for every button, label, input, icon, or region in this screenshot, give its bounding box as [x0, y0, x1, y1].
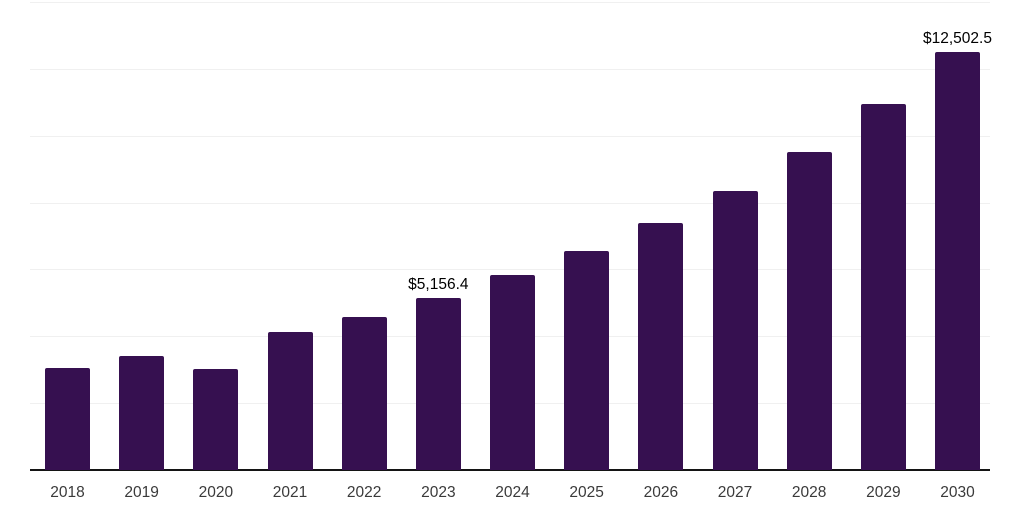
bar-2025	[564, 251, 610, 470]
x-tick-label-2029: 2029	[866, 484, 901, 501]
gridline	[30, 269, 990, 271]
bar-2018	[45, 368, 90, 470]
bar-2027	[712, 190, 758, 470]
x-tick-label-2025: 2025	[569, 484, 604, 501]
x-tick-label-2023: 2023	[421, 484, 456, 501]
x-tick-label-2021: 2021	[272, 484, 308, 501]
bar-2023	[415, 297, 461, 470]
x-tick-label-2030: 2030	[940, 484, 975, 501]
bar-2030	[935, 52, 980, 470]
data-label-2030: $12,502.5	[923, 30, 992, 48]
gridline	[30, 202, 990, 204]
x-tick-label-2024: 2024	[495, 484, 530, 501]
x-tick-label-2022: 2022	[346, 484, 382, 501]
x-tick-label-2027: 2027	[717, 484, 753, 501]
bar-2024	[490, 275, 535, 470]
bar-2021	[267, 331, 313, 470]
x-tick-label-2020: 2020	[198, 484, 234, 501]
x-tick-label-2019: 2019	[124, 484, 159, 501]
x-tick-label-2026: 2026	[643, 484, 679, 501]
gridline	[30, 135, 990, 137]
bar-2029	[860, 103, 906, 470]
bar-2020	[193, 369, 239, 470]
x-tick-label-2018: 2018	[50, 484, 85, 501]
x-axis-line	[30, 469, 990, 471]
bar-2028	[786, 152, 832, 470]
bar-2026	[638, 222, 684, 470]
data-label-2023: $5,156.4	[408, 275, 469, 293]
gridline	[30, 2, 990, 3]
bar-2022	[341, 316, 387, 470]
bar-2019	[119, 356, 165, 470]
gridline	[30, 68, 990, 70]
x-tick-label-2028: 2028	[791, 484, 827, 501]
